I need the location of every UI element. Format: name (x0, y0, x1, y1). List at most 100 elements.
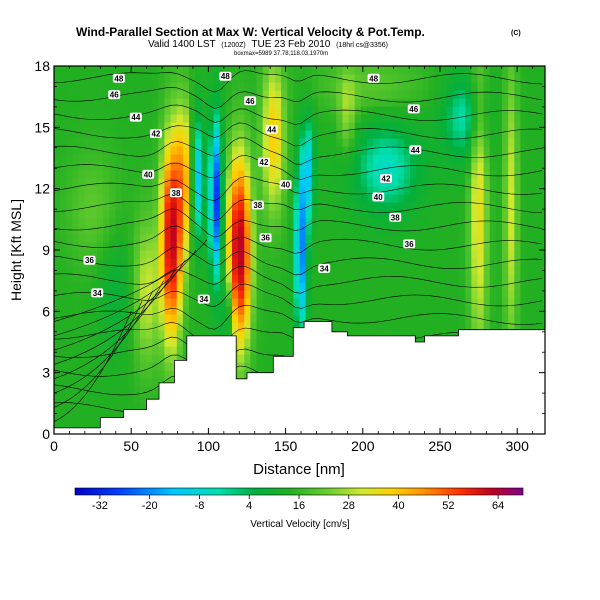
velocity-cell (514, 130, 522, 139)
velocity-cell (78, 146, 86, 155)
velocity-cell (225, 258, 233, 267)
velocity-cell (416, 250, 423, 259)
velocity-cell (305, 130, 313, 139)
velocity-cell (324, 122, 331, 131)
velocity-cell (422, 322, 429, 331)
velocity-cell (299, 290, 307, 299)
velocity-cell (422, 266, 429, 275)
theta-label-bg-8 (409, 145, 422, 155)
theta-contour-line (54, 290, 154, 394)
velocity-cell (471, 162, 479, 171)
velocity-cell (96, 394, 104, 403)
velocity-cell (459, 170, 466, 179)
velocity-cell (170, 226, 178, 235)
velocity-cell (373, 282, 380, 291)
velocity-cell (182, 354, 190, 363)
velocity-cell (538, 170, 545, 179)
velocity-cell (250, 74, 258, 83)
velocity-cell (213, 330, 221, 339)
velocity-cell (60, 370, 67, 379)
velocity-cell (538, 258, 545, 267)
velocity-cell (483, 114, 491, 123)
velocity-cell (170, 114, 178, 123)
velocity-cell (514, 250, 522, 259)
velocity-cell (238, 258, 245, 267)
velocity-cell (428, 194, 436, 203)
velocity-cell (299, 258, 307, 267)
velocity-cell (256, 226, 264, 235)
velocity-cell (121, 354, 129, 363)
velocity-cell (409, 298, 417, 307)
velocity-cell (256, 186, 264, 195)
velocity-cell (391, 154, 399, 163)
velocity-cell (434, 114, 442, 123)
velocity-cell (139, 394, 147, 403)
velocity-cell (72, 162, 80, 171)
velocity-cell (152, 354, 159, 363)
velocity-cell (90, 298, 98, 307)
velocity-cell (274, 218, 282, 227)
velocity-cell (84, 410, 92, 419)
velocity-cell (336, 234, 344, 243)
velocity-cell (219, 178, 227, 187)
velocity-cell (342, 170, 350, 179)
velocity-cell (90, 250, 98, 259)
velocity-cell (305, 258, 313, 267)
velocity-cell (459, 106, 466, 115)
velocity-cell (293, 146, 301, 155)
velocity-cell (146, 274, 153, 283)
velocity-cell (459, 298, 466, 307)
theta-label-8: 44 (411, 146, 420, 155)
velocity-cell (195, 122, 202, 131)
velocity-cell (397, 322, 405, 331)
velocity-cell (207, 98, 215, 107)
velocity-cell (434, 122, 442, 131)
velocity-cell (176, 234, 184, 243)
velocity-cell (103, 82, 110, 91)
velocity-cell (54, 90, 61, 99)
velocity-cell (336, 154, 344, 163)
velocity-cell (330, 98, 337, 107)
velocity-cell (256, 362, 264, 371)
velocity-cell (133, 202, 141, 211)
velocity-cell (520, 234, 528, 243)
velocity-cell (391, 322, 399, 331)
velocity-cell (78, 170, 86, 179)
velocity-cell (127, 338, 135, 347)
velocity-cell (508, 218, 515, 227)
velocity-cell (268, 74, 276, 83)
velocity-cell (66, 346, 74, 355)
velocity-cell (170, 162, 178, 171)
velocity-cell (109, 298, 116, 307)
velocity-cell (103, 194, 110, 203)
velocity-cell (133, 234, 141, 243)
velocity-cell (354, 250, 362, 259)
velocity-cell (250, 298, 258, 307)
velocity-cell (391, 146, 399, 155)
velocity-cell (90, 218, 98, 227)
velocity-cell (262, 218, 270, 227)
velocity-cell (354, 146, 362, 155)
velocity-cell (152, 210, 159, 219)
velocity-cell (250, 362, 258, 371)
velocity-cell (281, 122, 288, 131)
velocity-cell (66, 394, 74, 403)
velocity-cell (428, 74, 436, 83)
velocity-cell (274, 146, 282, 155)
velocity-cell (422, 210, 429, 219)
velocity-cell (219, 154, 227, 163)
velocity-cell (305, 242, 313, 251)
velocity-cell (502, 74, 509, 83)
velocity-cell (452, 170, 460, 179)
velocity-cell (72, 250, 80, 259)
velocity-cell (139, 242, 147, 251)
velocity-cell (385, 274, 393, 283)
velocity-cell (109, 154, 116, 163)
velocity-cell (66, 122, 74, 131)
velocity-cell (532, 122, 540, 131)
velocity-cell (367, 226, 374, 235)
velocity-cell (72, 82, 80, 91)
velocity-cell (508, 170, 515, 179)
velocity-cell (324, 186, 331, 195)
velocity-cell (416, 130, 423, 139)
